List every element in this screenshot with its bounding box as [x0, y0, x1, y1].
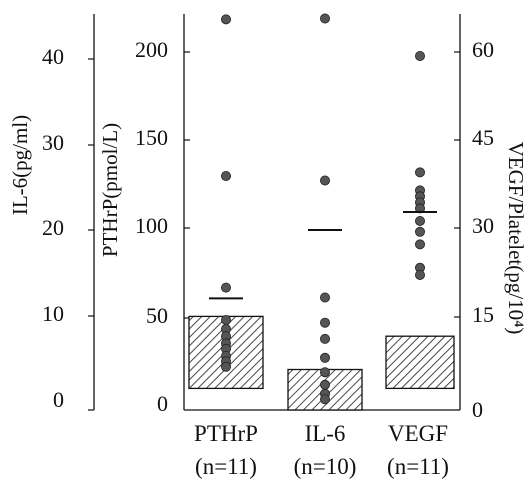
il6-data-point [319, 394, 330, 405]
il6-tick-label: 30 [42, 130, 64, 155]
category-label: VEGF [388, 421, 448, 446]
vegf-tick-label: 30 [472, 213, 494, 238]
il6-tick-label: 20 [42, 215, 64, 240]
data-marks [188, 13, 455, 411]
il6-data-point [319, 367, 330, 378]
pthrp-data-point [220, 314, 231, 325]
pthrp-data-point [220, 14, 231, 25]
category-n-label: (n=11) [387, 454, 449, 479]
il6-tick-label: 10 [42, 301, 64, 326]
vegf-data-point [414, 269, 425, 280]
il6-axis: 40 30 20 10 0 IL-6(pg/ml) [8, 14, 95, 412]
il6-data-point [319, 292, 330, 303]
pthrp-data-point [220, 170, 231, 181]
category-label: PTHrP [194, 421, 258, 446]
pthrp-tick-label: 50 [146, 303, 168, 328]
vegf-tick-label: 45 [472, 125, 494, 150]
pthrp-tick-label: 150 [135, 125, 168, 150]
category-n-label: (n=10) [294, 454, 357, 479]
category-label: IL-6 [305, 421, 346, 446]
vegf-range-box [385, 335, 455, 390]
vegf-axis-title: VEGF/Platelet(pg/10⁴) [504, 142, 528, 335]
pthrp-axis: 200 150 100 50 0 PTHrP(pmol/L) [98, 14, 190, 416]
il6-axis-title: IL-6(pg/ml) [8, 115, 32, 215]
vegf-data-point [414, 167, 425, 178]
vegf-tick-label: 0 [472, 397, 483, 422]
pthrp-tick-label: 0 [157, 391, 168, 416]
il6-data-point [319, 379, 330, 390]
vegf-tick-label: 60 [472, 37, 494, 62]
pthrp-tick-label: 100 [135, 213, 168, 238]
il6-data-point [319, 333, 330, 344]
il6-tick-label: 40 [42, 44, 64, 69]
pthrp-axis-title: PTHrP(pmol/L) [98, 123, 122, 257]
category-labels: PTHrP (n=11) IL-6 (n=10) VEGF (n=11) [194, 421, 449, 479]
vegf-data-point [414, 51, 425, 62]
pthrp-tick-label: 200 [135, 37, 168, 62]
il6-data-point [319, 352, 330, 363]
vegf-axis: 60 45 30 15 0 VEGF/Platelet(pg/10⁴) [454, 14, 528, 422]
vegf-data-point [414, 239, 425, 250]
category-n-label: (n=11) [195, 454, 257, 479]
il6-data-point [319, 13, 330, 24]
vegf-data-point [414, 226, 425, 237]
il6-tick-label: 0 [53, 387, 64, 412]
vegf-tick-label: 15 [472, 302, 494, 327]
pthrp-data-point [220, 282, 231, 293]
vegf-data-point [414, 215, 425, 226]
il6-data-point [319, 175, 330, 186]
pthrp-data-point [220, 361, 231, 372]
il6-data-point [319, 317, 330, 328]
